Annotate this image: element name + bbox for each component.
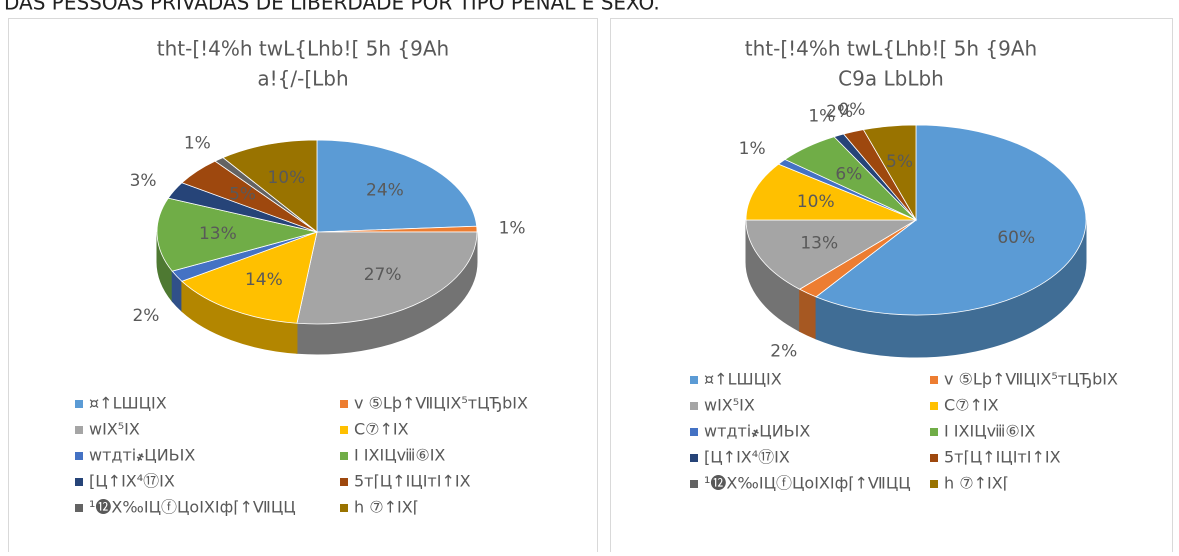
legend-swatch bbox=[690, 480, 698, 488]
legend-label: wIX⁵IX bbox=[704, 396, 755, 415]
legend-label: ¤↑LШЦIX bbox=[89, 394, 167, 413]
data-label: 24% bbox=[366, 180, 404, 200]
legend-label: [Ц↑IX⁴⑰IX bbox=[704, 448, 790, 467]
legend-swatch bbox=[75, 504, 83, 512]
data-label: 5% bbox=[229, 184, 256, 204]
data-label: 13% bbox=[800, 233, 838, 253]
legend-swatch bbox=[75, 452, 83, 460]
data-label: 1% bbox=[499, 218, 526, 238]
legend-label: 5т⌈Ц↑IЦIтI↑IX bbox=[354, 472, 471, 491]
legend-label: C⑦↑IX bbox=[354, 420, 409, 439]
pie-slice bbox=[815, 124, 1087, 316]
legend-label: I IXIЦⅷ⑥IX bbox=[354, 446, 445, 465]
legend-label: C⑦↑IX bbox=[944, 396, 999, 415]
pie-slice bbox=[316, 139, 478, 233]
legend-label: I IXIЦⅷ⑥IX bbox=[944, 422, 1035, 441]
data-label: 10% bbox=[797, 192, 835, 212]
legend-swatch bbox=[930, 402, 938, 410]
legend-swatch bbox=[75, 400, 83, 408]
legend-swatch bbox=[930, 428, 938, 436]
legend-label: v ⑤Lþ↑ⅦЦIX⁵тЦЂbIX bbox=[944, 370, 1118, 389]
legend-label: 5т⌈Ц↑IЦIтI↑IX bbox=[944, 448, 1061, 467]
data-label: 27% bbox=[364, 265, 402, 285]
data-label: 0% bbox=[838, 100, 865, 120]
pie-slice bbox=[181, 231, 318, 324]
data-label: 1% bbox=[739, 139, 766, 159]
legend-swatch bbox=[690, 428, 698, 436]
legend-swatch bbox=[930, 376, 938, 384]
legend-label: wтдтi҂ЦИЬIX bbox=[704, 422, 810, 441]
legend-swatch bbox=[75, 478, 83, 486]
legend-swatch bbox=[75, 426, 83, 434]
data-label: 3% bbox=[130, 171, 157, 191]
legend-label: wIX⁵IX bbox=[89, 420, 140, 439]
data-label: 2% bbox=[132, 306, 159, 326]
legend-label: ¤↑LШЦIX bbox=[704, 370, 782, 389]
chart-title: tht-[!4%h twL{Lhb![ 5h {9Ah bbox=[745, 37, 1037, 61]
page-title: DAS PESSOAS PRIVADAS DE LIBERDADE POR TI… bbox=[4, 0, 660, 15]
pie-slice bbox=[156, 197, 318, 272]
legend-label: v ⑤Lþ↑ⅦЦIX⁵тЦЂbIX bbox=[354, 394, 528, 413]
legend-label: h ⑦↑IX⌈ bbox=[354, 498, 419, 517]
legend-label: ¹⓬X‰IЦⓕЦoIXIф⌈↑ⅦЦЦ bbox=[89, 498, 296, 517]
legend-swatch bbox=[340, 426, 348, 434]
data-label: 2% bbox=[826, 102, 853, 122]
legend-label: h ⑦↑IX⌈ bbox=[944, 474, 1009, 493]
chart-title: a!{/-[Lbh bbox=[257, 67, 348, 91]
chart-title: C9a LbLbh bbox=[838, 67, 944, 91]
legend-swatch bbox=[340, 400, 348, 408]
legend-label: wтдтi҂ЦИЬIX bbox=[89, 446, 195, 465]
data-label: 14% bbox=[245, 270, 283, 290]
legend-label: [Ц↑IX⁴⑰IX bbox=[89, 472, 175, 491]
data-label: 1% bbox=[184, 133, 211, 153]
legend-swatch bbox=[340, 504, 348, 512]
legend-swatch bbox=[690, 376, 698, 384]
legend-swatch bbox=[690, 454, 698, 462]
data-label: 1% bbox=[808, 107, 835, 127]
pie-slice bbox=[745, 163, 917, 221]
legend-label: ¹⓬X‰IЦⓕЦoIXIф⌈↑ⅦЦЦ bbox=[704, 474, 911, 493]
pie-slice bbox=[222, 139, 318, 233]
panel bbox=[610, 18, 1173, 556]
legend-swatch bbox=[930, 454, 938, 462]
pie-slice bbox=[862, 124, 917, 222]
chart-title: tht-[!4%h twL{Lhb![ 5h {9Ah bbox=[157, 37, 449, 61]
legend-swatch bbox=[930, 480, 938, 488]
data-label: 6% bbox=[835, 165, 862, 185]
data-label: 60% bbox=[997, 228, 1035, 248]
pie-slice bbox=[296, 231, 478, 325]
data-label: 10% bbox=[267, 168, 305, 188]
data-label: 5% bbox=[886, 152, 913, 172]
legend-swatch bbox=[340, 452, 348, 460]
pie-slice bbox=[745, 219, 918, 290]
pie-side bbox=[799, 288, 817, 340]
legend-swatch bbox=[340, 478, 348, 486]
data-label: 13% bbox=[199, 224, 237, 244]
legend-swatch bbox=[690, 402, 698, 410]
panel bbox=[8, 18, 598, 556]
data-label: 2% bbox=[770, 341, 797, 361]
